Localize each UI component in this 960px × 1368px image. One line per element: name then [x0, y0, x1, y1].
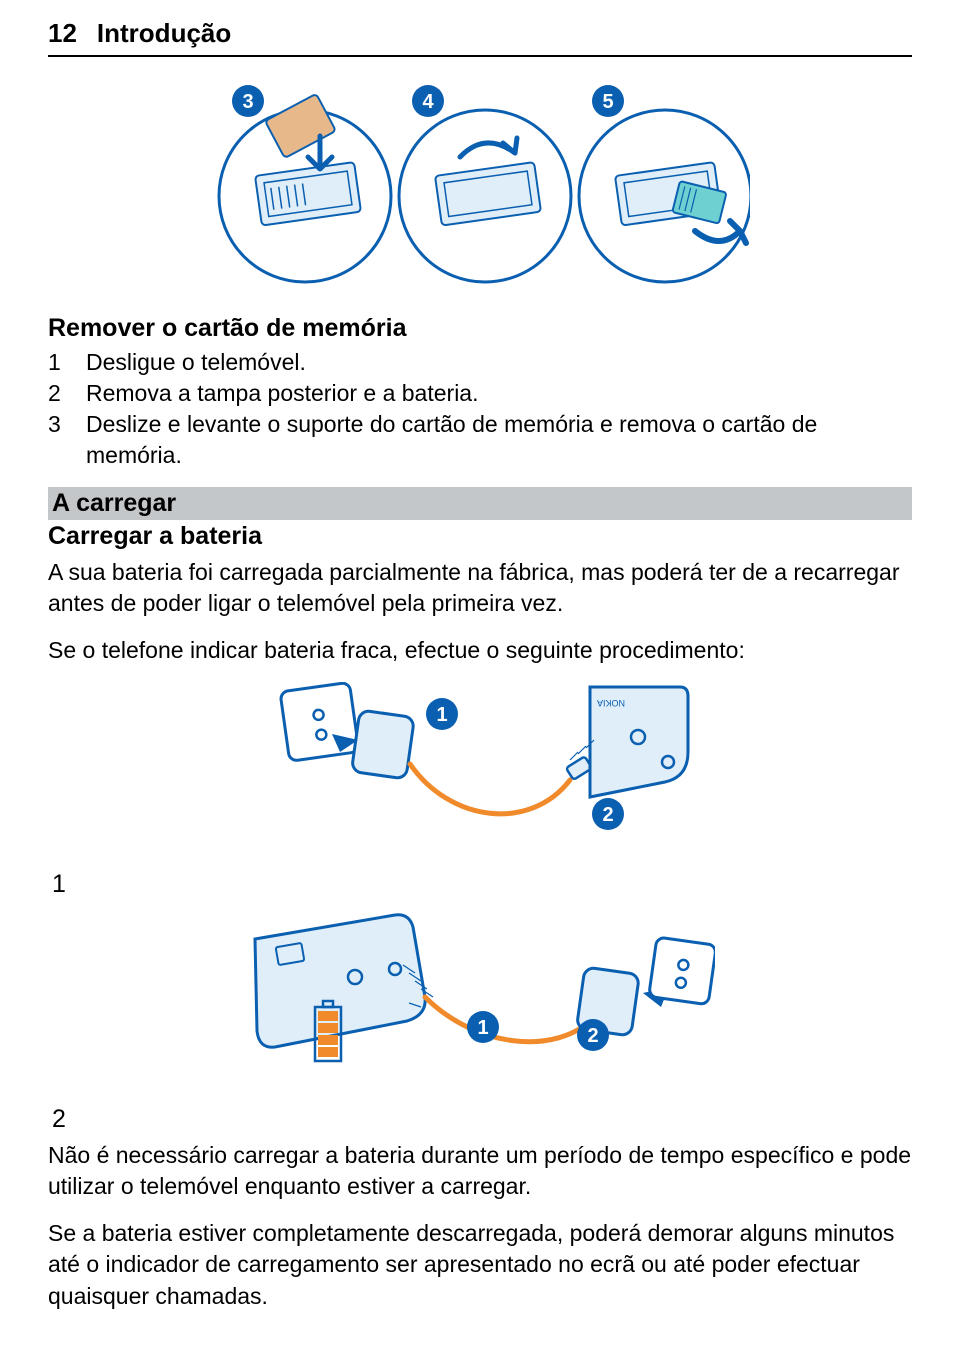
- charging-subtitle: Carregar a bateria: [48, 522, 912, 551]
- charging-p1: A sua bateria foi carregada parcialmente…: [48, 557, 912, 619]
- illus-badge-3: 3: [242, 91, 253, 113]
- illus-badge-1a: 1: [436, 704, 447, 726]
- illus-badge-4: 4: [422, 91, 434, 113]
- list-item: 3 Deslize e levante o suporte do cartão …: [48, 409, 912, 471]
- list-text: Deslize e levante o suporte do cartão de…: [86, 409, 912, 471]
- charging-bar: A carregar: [48, 487, 912, 520]
- list-num: 3: [48, 409, 68, 471]
- remove-card-list: 1 Desligue o telemóvel. 2 Remova a tampa…: [48, 347, 912, 471]
- illustration-charge-1: NOKIA 1 2: [270, 682, 690, 842]
- remove-card-title: Remover o cartão de memória: [48, 314, 912, 343]
- page-number: 12: [48, 18, 77, 49]
- charging-p2: Se o telefone indicar bateria fraca, efe…: [48, 635, 912, 666]
- list-item: 2 Remova a tampa posterior e a bateria.: [48, 378, 912, 409]
- illus-badge-5: 5: [602, 91, 613, 113]
- list-item: 1 Desligue o telemóvel.: [48, 347, 912, 378]
- step-1-label: 1: [52, 870, 912, 899]
- list-text: Desligue o telemóvel.: [86, 347, 306, 378]
- page-title: Introdução: [97, 18, 231, 49]
- list-num: 1: [48, 347, 68, 378]
- illus-badge-2b: 2: [587, 1025, 598, 1047]
- illustration-remove-card: 3 4: [210, 81, 750, 286]
- illus-badge-2a: 2: [602, 804, 613, 826]
- illus-badge-1b: 1: [477, 1017, 488, 1039]
- list-text: Remova a tampa posterior e a bateria.: [86, 378, 478, 409]
- charging-p4: Se a bateria estiver completamente desca…: [48, 1218, 912, 1311]
- svg-text:NOKIA: NOKIA: [597, 698, 625, 708]
- illustration-charge-2: 1 2: [245, 907, 715, 1077]
- page-header: 12 Introdução: [48, 18, 912, 57]
- step-2-label: 2: [52, 1105, 912, 1134]
- charging-p3: Não é necessário carregar a bateria dura…: [48, 1140, 912, 1202]
- list-num: 2: [48, 378, 68, 409]
